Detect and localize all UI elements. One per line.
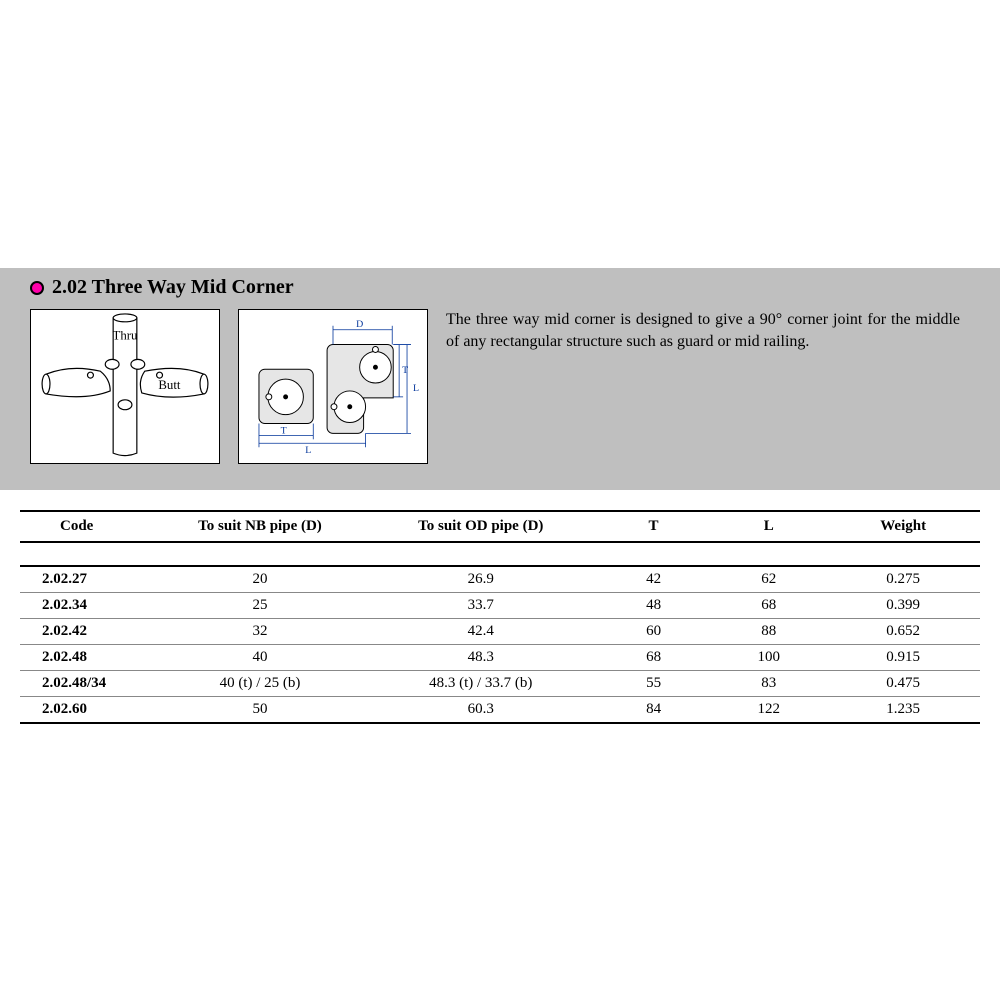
table-cell: 25	[154, 593, 365, 619]
table-cell: 2.02.60	[20, 697, 154, 724]
table-cell: 68	[711, 593, 826, 619]
table-cell: 0.652	[826, 619, 980, 645]
table-cell: 20	[154, 566, 365, 593]
table-cell: 60.3	[366, 697, 596, 724]
header-content: Thru Butt	[30, 309, 970, 464]
table-cell: 48	[596, 593, 711, 619]
table-row: 2.02.423242.460880.652	[20, 619, 980, 645]
table-spacer-row	[20, 542, 980, 566]
table-cell: 48.3	[366, 645, 596, 671]
table-row: 2.02.605060.3841221.235	[20, 697, 980, 724]
table-cell: 83	[711, 671, 826, 697]
table-cell: 48.3 (t) / 33.7 (b)	[366, 671, 596, 697]
dim-d-label: D	[356, 319, 363, 330]
table-cell: 62	[711, 566, 826, 593]
dim-t-right-label: T	[402, 365, 408, 376]
butt-label: Butt	[158, 378, 181, 392]
table-row: 2.02.484048.3681000.915	[20, 645, 980, 671]
table-cell: 2.02.27	[20, 566, 154, 593]
table-header-row: Code To suit NB pipe (D) To suit OD pipe…	[20, 511, 980, 542]
table-cell: 50	[154, 697, 365, 724]
table-cell: 100	[711, 645, 826, 671]
table-row: 2.02.342533.748680.399	[20, 593, 980, 619]
table-cell: 0.915	[826, 645, 980, 671]
col-weight: Weight	[826, 511, 980, 542]
page: 2.02 Three Way Mid Corner	[0, 0, 1000, 1000]
col-od: To suit OD pipe (D)	[366, 511, 596, 542]
table-row: 2.02.48/3440 (t) / 25 (b)48.3 (t) / 33.7…	[20, 671, 980, 697]
table-cell: 2.02.34	[20, 593, 154, 619]
figure-perspective: Thru Butt	[30, 309, 220, 464]
table-cell: 1.235	[826, 697, 980, 724]
table-cell: 60	[596, 619, 711, 645]
col-nb: To suit NB pipe (D)	[154, 511, 365, 542]
table-cell: 55	[596, 671, 711, 697]
section-description: The three way mid corner is designed to …	[446, 309, 970, 352]
bullet-icon	[30, 281, 44, 295]
engineering-views-icon: D L T L T	[239, 310, 427, 463]
col-code: Code	[20, 511, 154, 542]
spec-tbody: 2.02.272026.942620.2752.02.342533.748680…	[20, 542, 980, 723]
header-band: 2.02 Three Way Mid Corner	[0, 268, 1000, 490]
table-cell: 2.02.42	[20, 619, 154, 645]
thru-label: Thru	[113, 329, 139, 343]
table-cell: 84	[596, 697, 711, 724]
col-l: L	[711, 511, 826, 542]
table-cell: 0.399	[826, 593, 980, 619]
table-cell: 40 (t) / 25 (b)	[154, 671, 365, 697]
figure-top-side: D L T L T	[238, 309, 428, 464]
table-cell: 88	[711, 619, 826, 645]
table-row: 2.02.272026.942620.275	[20, 566, 980, 593]
spec-table: Code To suit NB pipe (D) To suit OD pipe…	[20, 510, 980, 724]
table-cell: 122	[711, 697, 826, 724]
dim-t-bottom-label: T	[281, 425, 287, 436]
table-cell: 32	[154, 619, 365, 645]
table-cell: 40	[154, 645, 365, 671]
dim-l-bottom-label: L	[305, 445, 311, 456]
table-cell: 0.275	[826, 566, 980, 593]
fitting-sketch-icon: Thru Butt	[31, 310, 219, 463]
col-t: T	[596, 511, 711, 542]
table-cell: 2.02.48/34	[20, 671, 154, 697]
table-cell: 42.4	[366, 619, 596, 645]
table-cell: 68	[596, 645, 711, 671]
table-cell: 33.7	[366, 593, 596, 619]
section-title: 2.02 Three Way Mid Corner	[52, 276, 294, 299]
title-row: 2.02 Three Way Mid Corner	[30, 276, 970, 299]
table-cell: 2.02.48	[20, 645, 154, 671]
table-cell: 0.475	[826, 671, 980, 697]
spec-table-container: Code To suit NB pipe (D) To suit OD pipe…	[20, 510, 980, 724]
table-cell: 42	[596, 566, 711, 593]
dim-l-right-label: L	[413, 383, 419, 394]
table-cell: 26.9	[366, 566, 596, 593]
